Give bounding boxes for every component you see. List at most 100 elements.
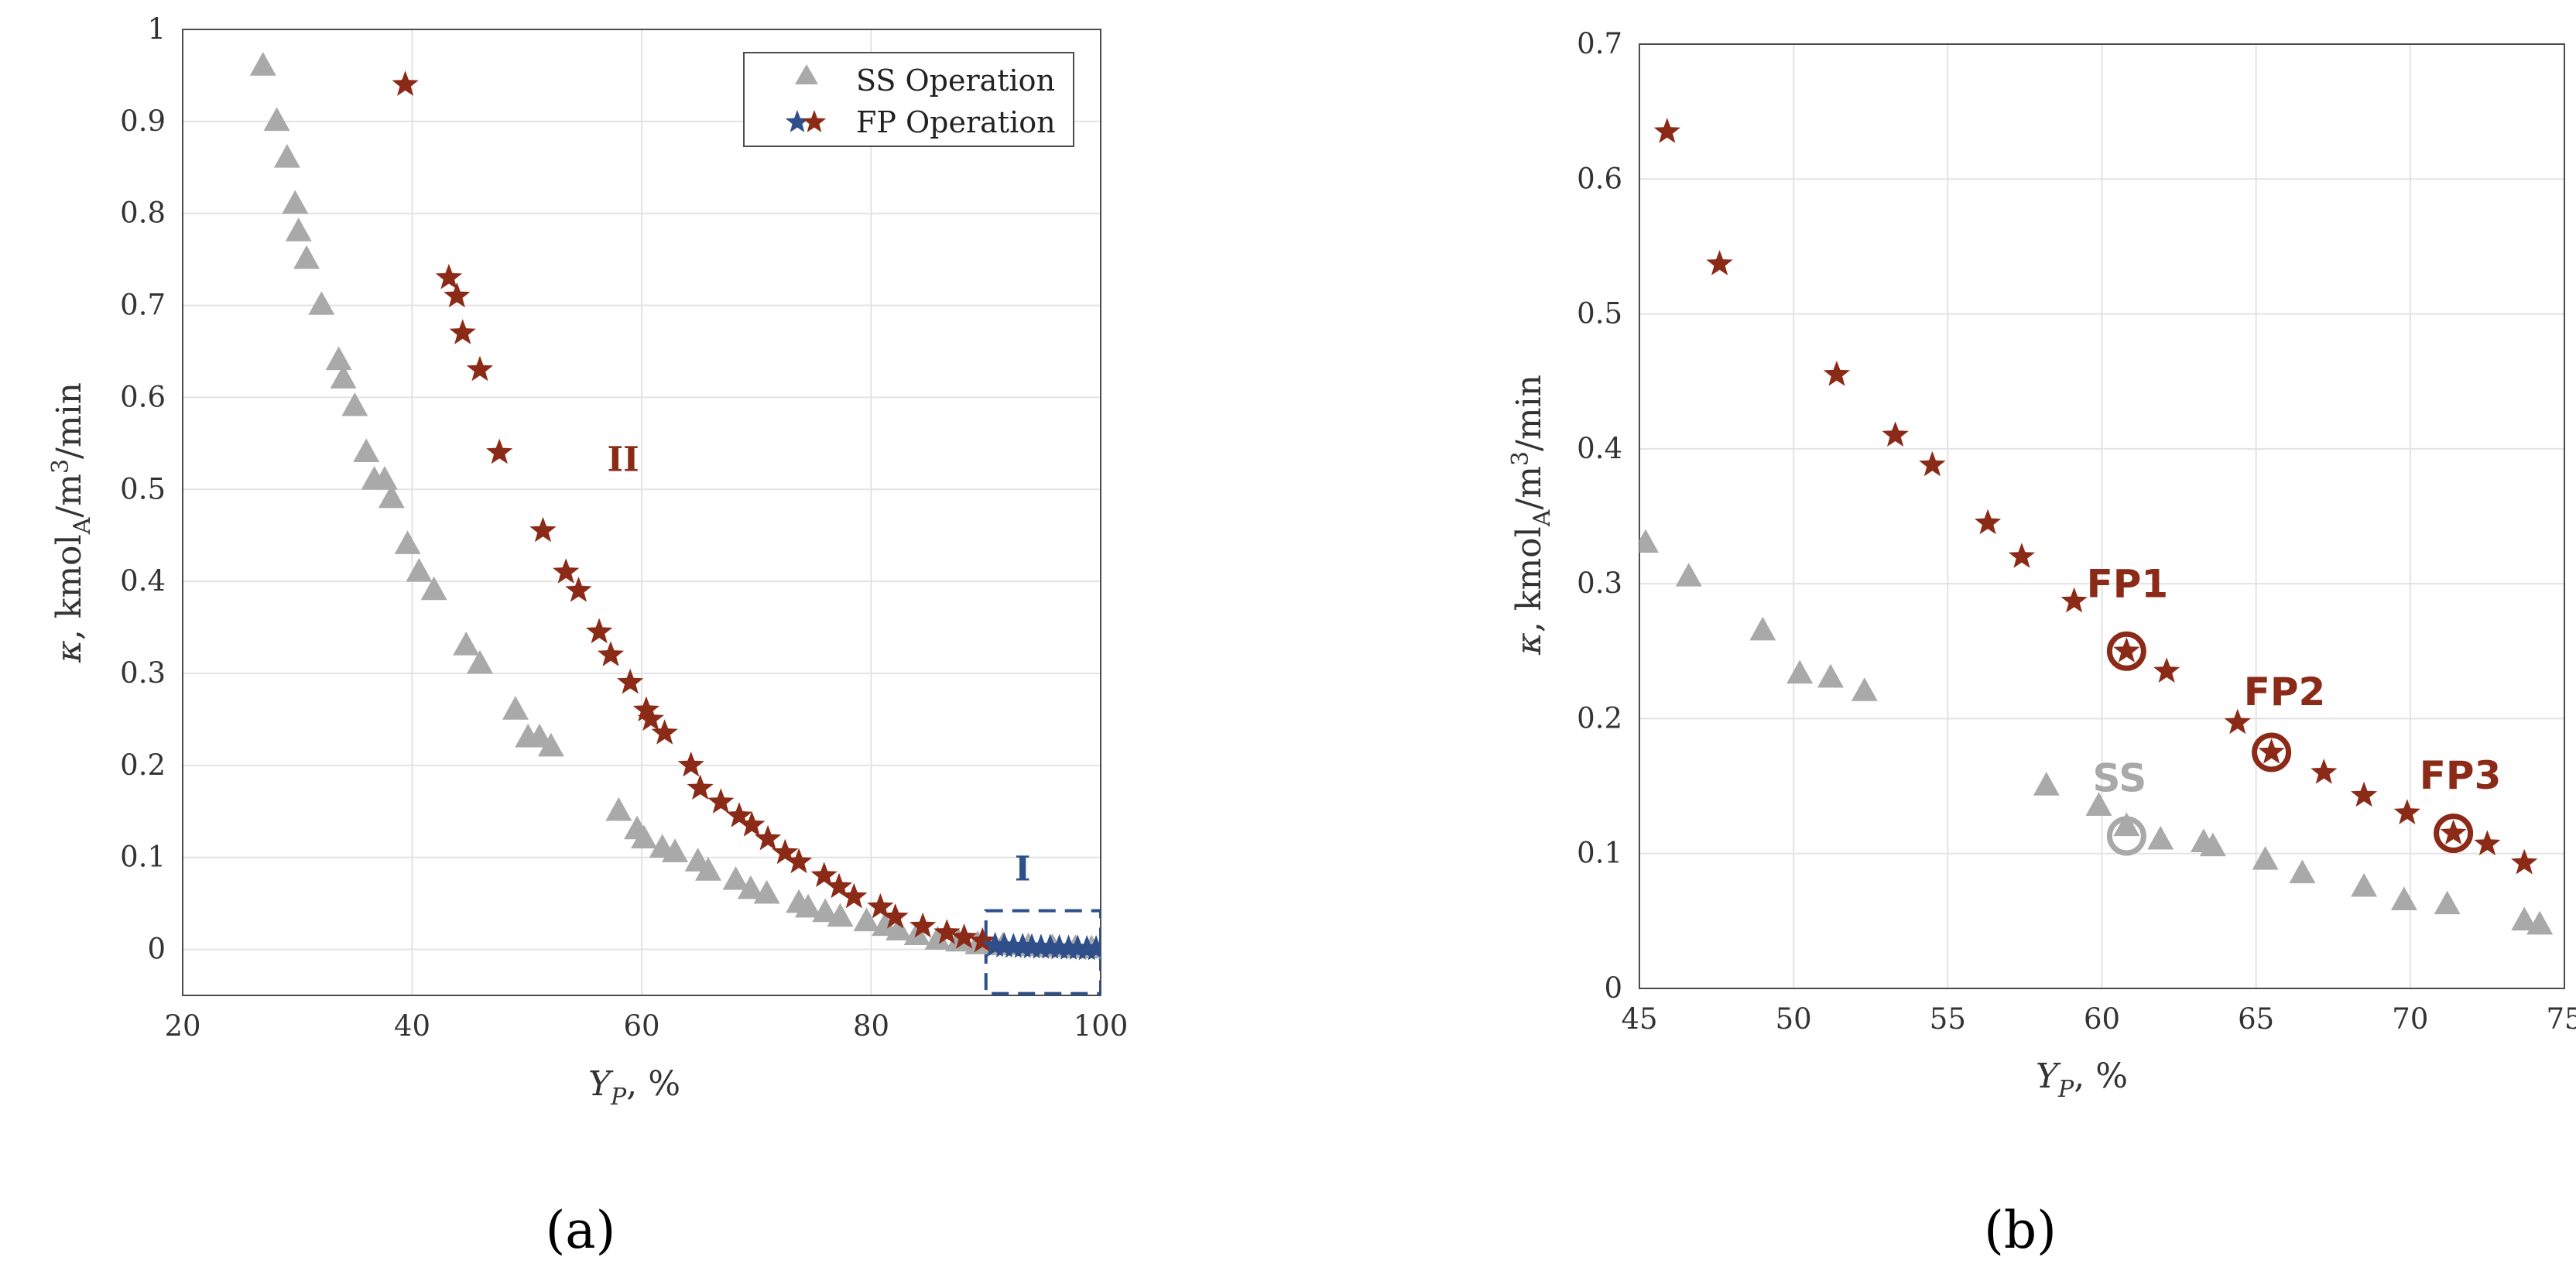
x-tick-label: 20 bbox=[164, 1009, 200, 1043]
ss-point bbox=[2390, 886, 2417, 910]
ss-point bbox=[886, 916, 913, 941]
fp-point bbox=[449, 319, 476, 344]
fp-point bbox=[1919, 450, 1946, 477]
chart-b-grid bbox=[1639, 43, 2565, 989]
chart-b-highlights: FP1 FP2 FP3 SS bbox=[2087, 562, 2502, 856]
legend-fp-star-blue bbox=[785, 110, 810, 132]
ss-point bbox=[661, 838, 688, 863]
fp-point bbox=[969, 926, 996, 953]
ss-point bbox=[285, 217, 312, 241]
highlight-ring-fp1 bbox=[2106, 631, 2146, 671]
y-tick-label: 0.3 bbox=[120, 656, 166, 690]
region-i-label: I bbox=[1015, 849, 1031, 889]
ss-point bbox=[406, 557, 433, 582]
fp-point bbox=[637, 705, 664, 731]
ss-point bbox=[371, 466, 398, 490]
chart-a-ticks: 20 40 60 80 100 0 0.1 0.2 0.3 0.4 0.5 0.6 0.7 0.8 0.9 1 bbox=[120, 12, 1128, 1043]
ss-point bbox=[1786, 659, 1814, 684]
ss-point bbox=[325, 346, 352, 371]
fp-point bbox=[810, 861, 838, 887]
ss-point bbox=[794, 893, 821, 918]
fp-point bbox=[755, 824, 782, 851]
fp-point bbox=[486, 438, 513, 464]
legend-fp-star-red bbox=[802, 110, 827, 132]
x-tick-label: 80 bbox=[853, 1009, 889, 1043]
ss-point bbox=[2351, 872, 2378, 897]
ss-point bbox=[853, 907, 880, 932]
ss-point bbox=[2147, 825, 2174, 850]
ss-point bbox=[827, 903, 854, 927]
chart-a-xlabel: YP, % bbox=[588, 1064, 680, 1111]
ss-point bbox=[2199, 832, 2226, 857]
y-tick-label: 0.6 bbox=[120, 380, 166, 413]
fp-point bbox=[565, 577, 592, 602]
fp-point bbox=[1882, 421, 1909, 447]
x-tick-label: 40 bbox=[394, 1009, 430, 1043]
chart-b-plot-frame bbox=[1639, 43, 2565, 989]
legend-ss-label: SS Operation bbox=[856, 63, 1055, 98]
fp-point bbox=[909, 912, 937, 938]
ss-point bbox=[466, 649, 493, 674]
x-tick-label: 55 bbox=[1930, 1002, 1966, 1036]
fp-point bbox=[529, 516, 557, 543]
fp-point bbox=[2474, 830, 2501, 856]
ss-point bbox=[1639, 529, 1659, 553]
chart-a-grid bbox=[182, 29, 1101, 995]
ss-point bbox=[1675, 563, 1702, 587]
panel-label-a: (a) bbox=[546, 1201, 616, 1260]
region-ii-label: II bbox=[608, 440, 639, 480]
fp-point bbox=[444, 282, 471, 308]
y-tick-label: 0.4 bbox=[120, 564, 166, 598]
callout-fp3: FP3 bbox=[2420, 753, 2502, 798]
ss-point bbox=[537, 732, 564, 757]
ss-point bbox=[293, 245, 320, 269]
highlight-ring-fp3 bbox=[2434, 813, 2474, 854]
x-tick-label: 50 bbox=[1776, 1002, 1812, 1036]
chart-b-ylabel: κ, kmolA/m3/min bbox=[1507, 375, 1556, 656]
fp-point bbox=[466, 355, 494, 382]
chart-a-marks bbox=[249, 52, 1101, 961]
fp-point bbox=[632, 696, 659, 722]
y-tick-label: 0.7 bbox=[120, 289, 166, 322]
ss-point bbox=[605, 796, 632, 821]
ss-point bbox=[263, 107, 290, 132]
fp-point bbox=[933, 919, 961, 944]
ss-point bbox=[273, 144, 300, 168]
legend-fp-label: FP Operation bbox=[856, 105, 1056, 139]
ss-point bbox=[502, 696, 529, 720]
fp-point bbox=[392, 70, 419, 96]
x-tick-label: 100 bbox=[1074, 1009, 1129, 1043]
fp-point bbox=[435, 263, 463, 289]
y-tick-label: 0.8 bbox=[120, 197, 166, 230]
y-tick-label: 0.3 bbox=[1577, 567, 1622, 600]
fp-point bbox=[2060, 587, 2088, 613]
y-tick-label: 0.1 bbox=[1577, 837, 1622, 870]
ss-point bbox=[753, 879, 780, 904]
fp-point bbox=[882, 903, 909, 929]
legend-box bbox=[743, 52, 1074, 147]
callout-fp1: FP1 bbox=[2087, 562, 2169, 607]
ss-point bbox=[2113, 812, 2140, 837]
fp-point bbox=[1823, 361, 1851, 386]
fp-point bbox=[687, 774, 714, 800]
fp-point bbox=[1083, 935, 1101, 961]
x-tick-label: 65 bbox=[2238, 1002, 2274, 1036]
fp-point bbox=[2311, 759, 2338, 784]
y-tick-label: 0.5 bbox=[120, 472, 166, 505]
y-tick-label: 0.7 bbox=[1577, 27, 1622, 60]
x-tick-label: 75 bbox=[2546, 1002, 2576, 1036]
chart-a-ylabel: κ, kmolA/m3/min bbox=[47, 382, 96, 663]
ss-point bbox=[308, 291, 335, 315]
legend-fp-marker bbox=[785, 110, 827, 132]
ss-point bbox=[812, 898, 839, 923]
ss-point bbox=[2289, 859, 2316, 884]
fp-point bbox=[2440, 819, 2467, 845]
fp-point bbox=[951, 923, 978, 949]
y-tick-label: 0.9 bbox=[120, 104, 166, 138]
ss-point bbox=[722, 866, 749, 890]
chart-a-annotations: II I bbox=[608, 440, 1031, 889]
highlight-ring-fp2 bbox=[2252, 732, 2292, 772]
chart-a-plot-frame bbox=[182, 29, 1101, 996]
ss-point bbox=[1851, 677, 1878, 701]
fp-point bbox=[1975, 509, 2002, 535]
